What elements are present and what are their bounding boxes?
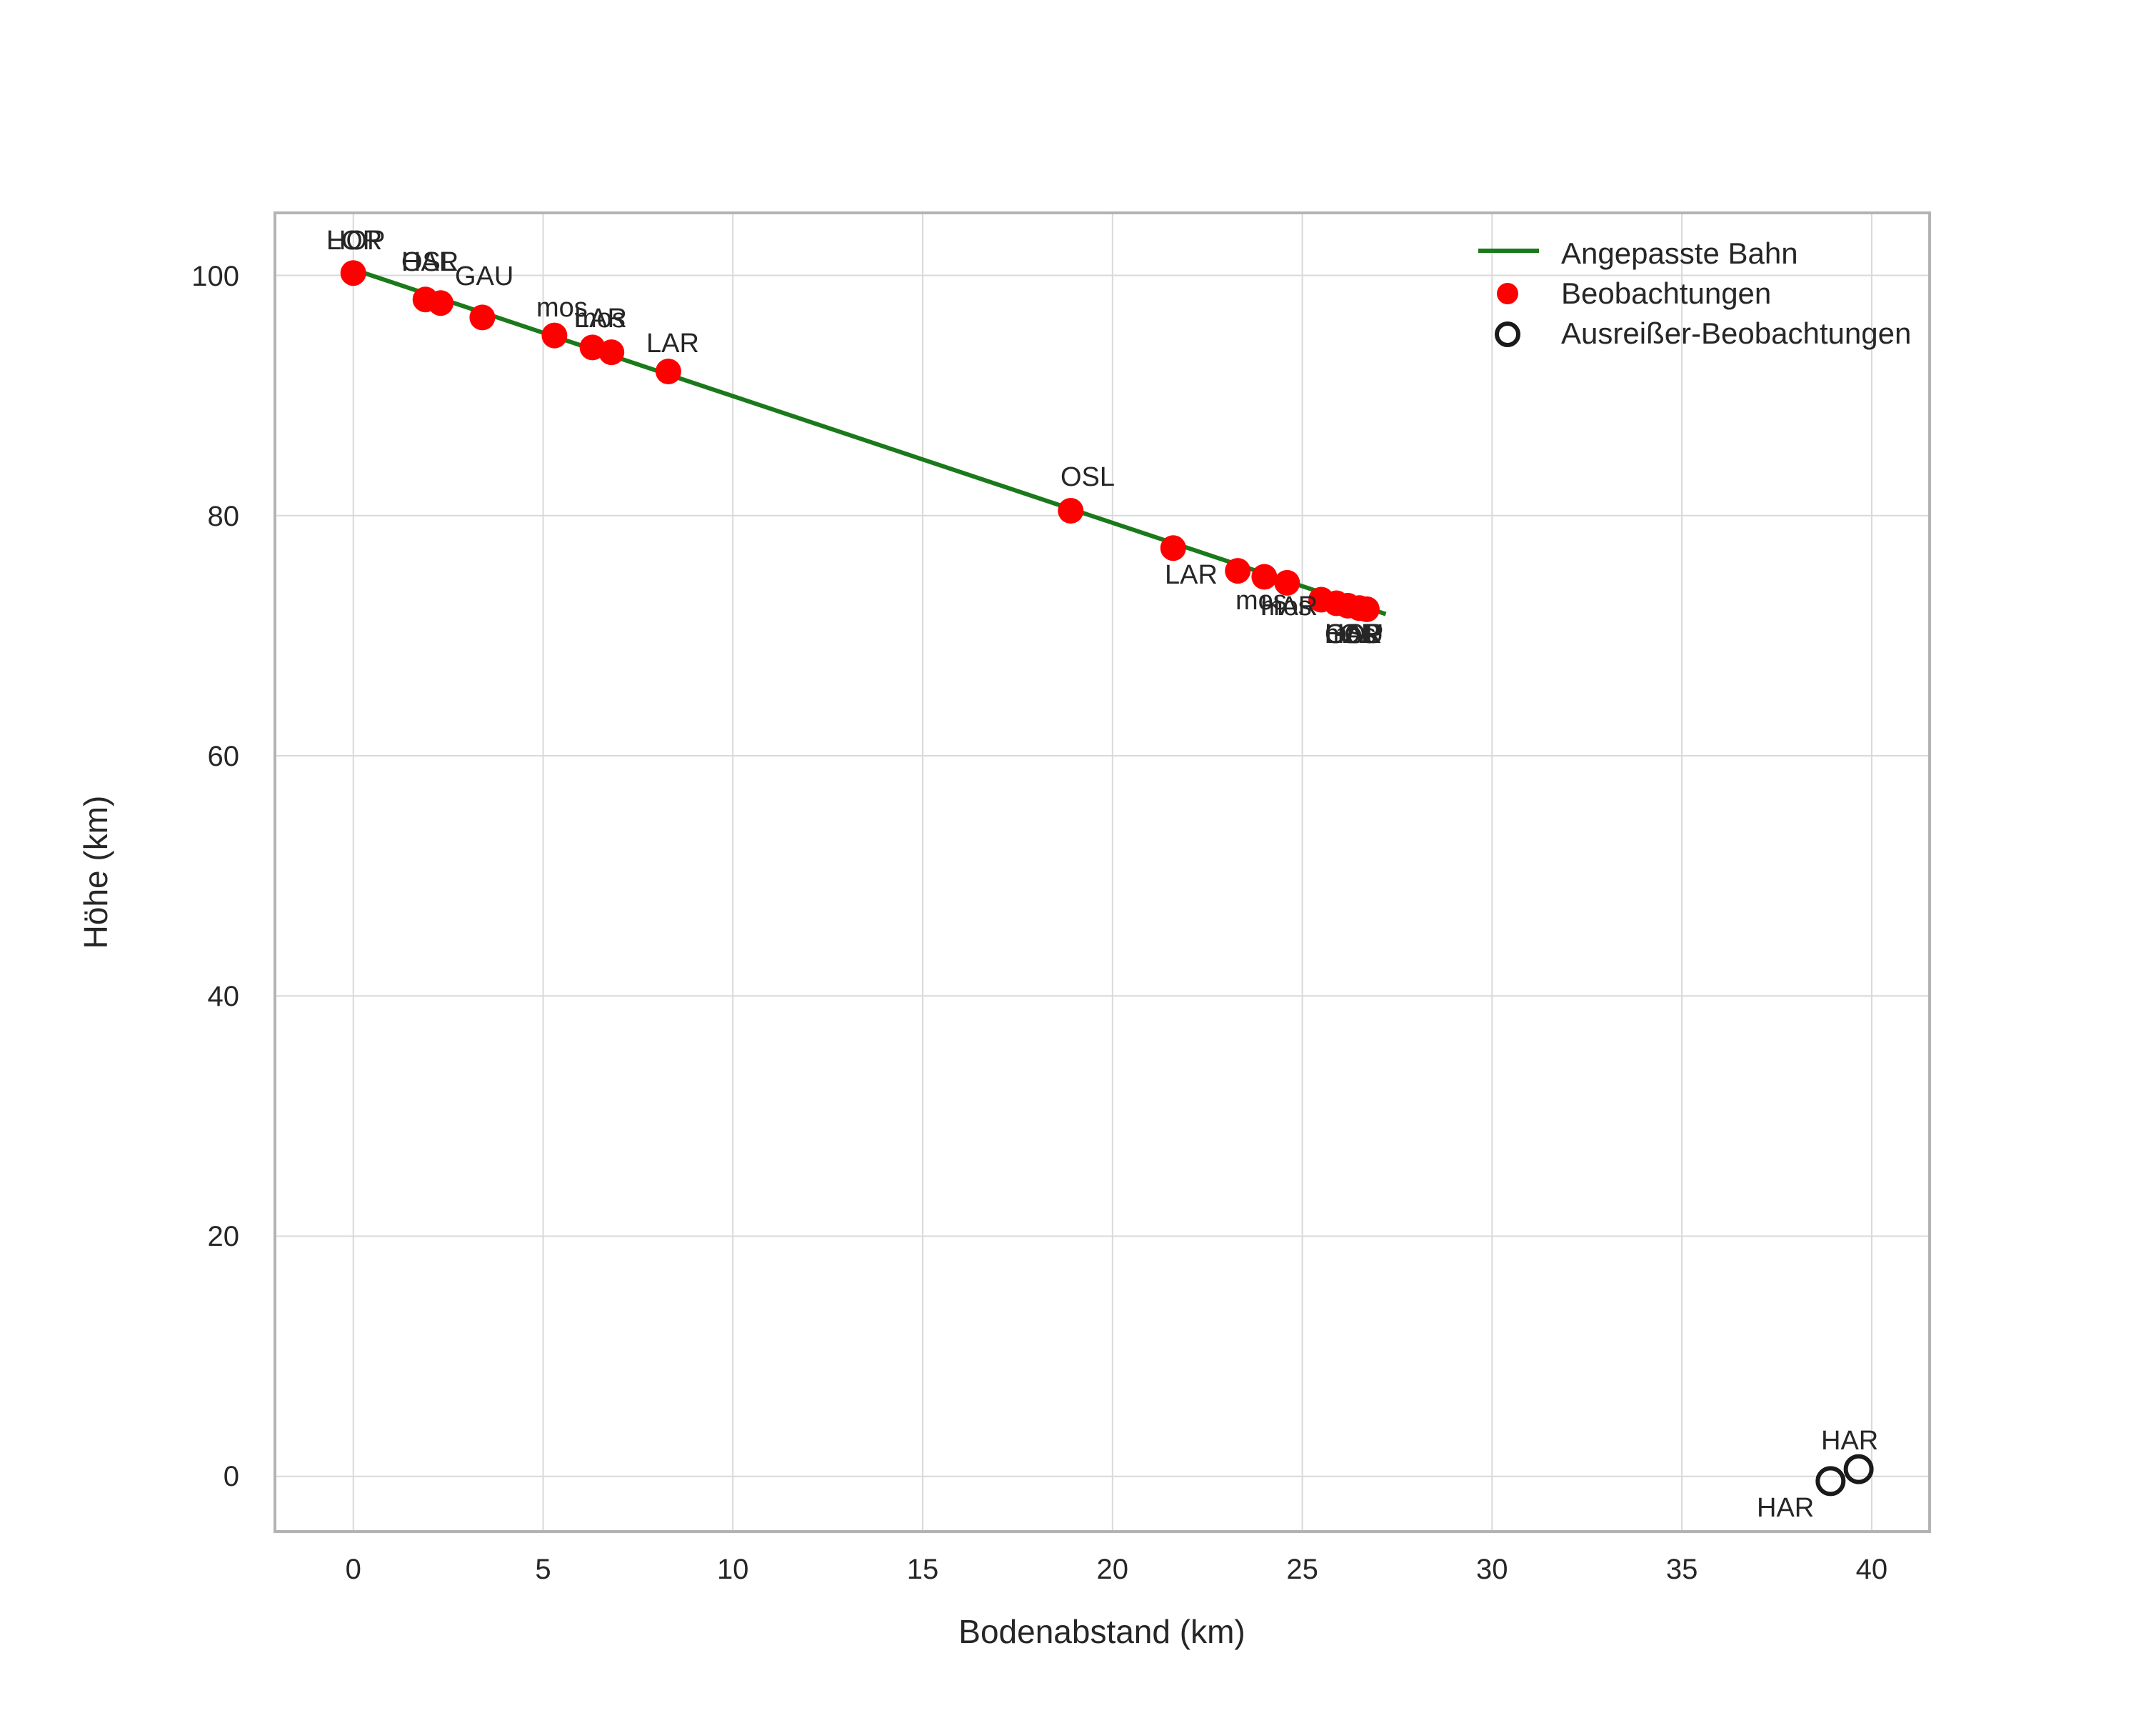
svg-text:LAR: LAR — [574, 304, 627, 334]
svg-text:Höhe (km): Höhe (km) — [77, 796, 114, 949]
svg-text:20: 20 — [1097, 1554, 1129, 1585]
svg-text:HAR: HAR — [1757, 1493, 1814, 1523]
svg-text:HAR: HAR — [1325, 619, 1382, 649]
svg-text:0: 0 — [346, 1554, 361, 1585]
svg-text:OSL: OSL — [1061, 462, 1115, 492]
svg-text:40: 40 — [208, 981, 240, 1012]
svg-text:30: 30 — [1476, 1554, 1508, 1585]
svg-text:OSL: OSL — [401, 247, 456, 277]
svg-text:20: 20 — [208, 1221, 240, 1252]
svg-text:5: 5 — [535, 1554, 551, 1585]
svg-text:40: 40 — [1856, 1554, 1888, 1585]
svg-text:Angepasste Bahn: Angepasste Bahn — [1561, 236, 1798, 270]
svg-text:GAU: GAU — [455, 261, 513, 291]
svg-text:80: 80 — [208, 501, 240, 532]
svg-text:LOR: LOR — [326, 226, 382, 256]
svg-text:10: 10 — [717, 1554, 749, 1585]
svg-text:15: 15 — [907, 1554, 939, 1585]
svg-text:Beobachtungen: Beobachtungen — [1561, 276, 1771, 310]
svg-text:Bodenabstand (km): Bodenabstand (km) — [958, 1613, 1245, 1650]
svg-text:HAR: HAR — [1260, 591, 1318, 621]
svg-text:35: 35 — [1666, 1554, 1698, 1585]
svg-text:Ausreißer-Beobachtungen: Ausreißer-Beobachtungen — [1561, 316, 1911, 350]
svg-text:25: 25 — [1286, 1554, 1318, 1585]
svg-text:0: 0 — [224, 1461, 239, 1492]
svg-text:LAR: LAR — [1165, 560, 1218, 590]
svg-text:LAR: LAR — [646, 329, 699, 359]
svg-text:60: 60 — [208, 741, 240, 772]
svg-text:100: 100 — [191, 261, 239, 292]
svg-text:HAR: HAR — [1821, 1426, 1878, 1456]
